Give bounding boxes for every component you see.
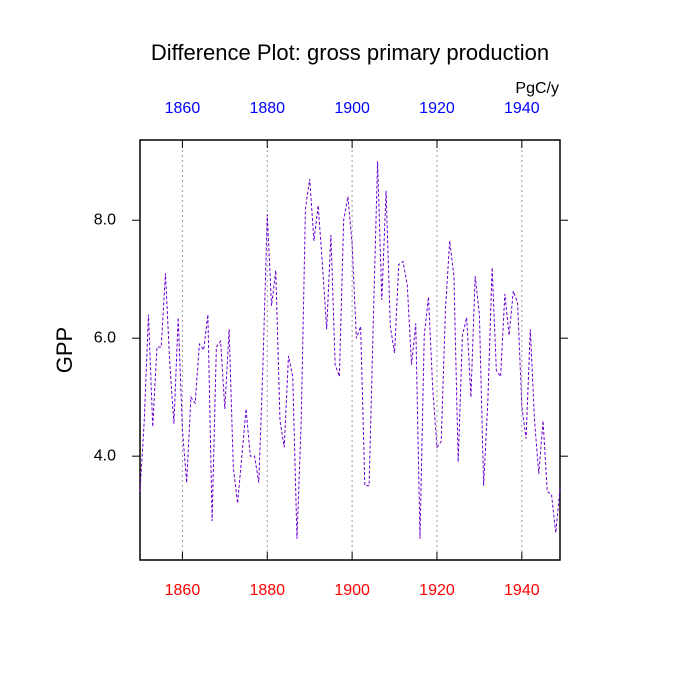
y-axis-label: GPP (52, 327, 77, 373)
x-tick-label: 1880 (249, 582, 285, 599)
plot-frame (139, 139, 561, 561)
y-tick-label: 6.0 (94, 329, 116, 346)
units-label: PgC/y (515, 80, 559, 97)
x-tick-label-top: 1860 (165, 100, 201, 117)
x-tick-label: 1920 (419, 582, 455, 599)
x-tick-label-top: 1900 (334, 100, 370, 117)
x-tick-label-top: 1940 (504, 100, 540, 117)
y-tick-label: 4.0 (94, 447, 116, 464)
x-tick-label: 1900 (334, 582, 370, 599)
data-line (139, 161, 561, 539)
x-tick-label: 1940 (504, 582, 540, 599)
chart-title: Difference Plot: gross primary productio… (151, 40, 549, 65)
x-tick-label: 1860 (165, 582, 201, 599)
x-tick-label-top: 1920 (419, 100, 455, 117)
x-tick-label-top: 1880 (249, 100, 285, 117)
y-tick-label: 8.0 (94, 211, 116, 228)
